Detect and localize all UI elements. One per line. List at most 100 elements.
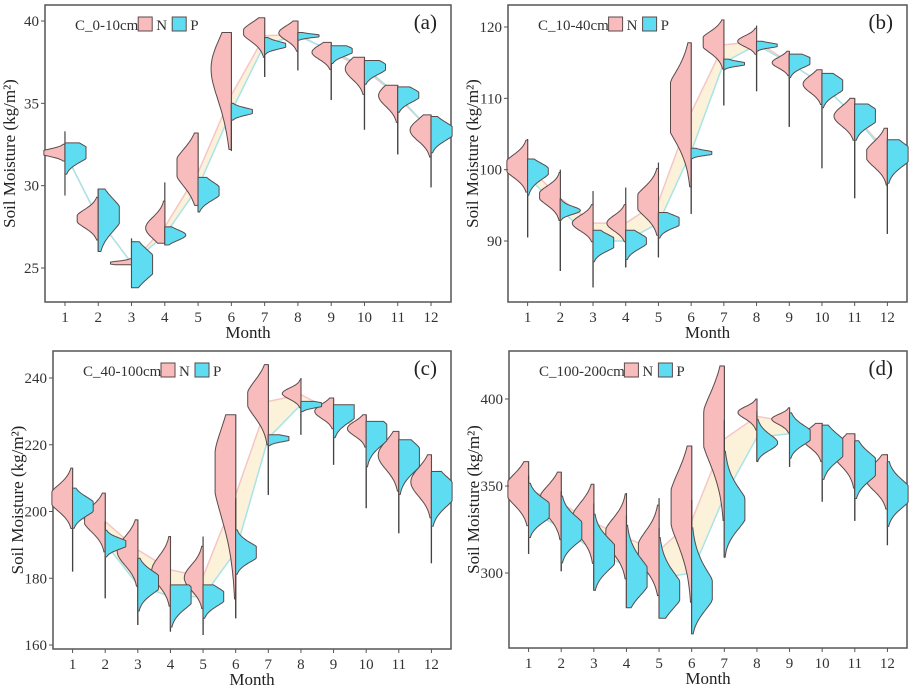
violin-p-month-7	[723, 58, 745, 71]
x-tick-label: 3	[134, 657, 142, 673]
violin-n-month-2	[539, 171, 561, 222]
x-tick-label: 11	[848, 656, 862, 672]
plot-frame	[44, 4, 452, 303]
x-tick-label: 4	[622, 310, 630, 326]
violin-n-month-6	[670, 42, 692, 188]
violin-p-month-7	[264, 36, 287, 55]
legend-label-n: N	[179, 364, 190, 380]
y-axis-title: Soil Moisture (kg/m²)	[0, 79, 19, 228]
violin-p-month-10	[363, 59, 386, 85]
violin-n-month-5	[637, 504, 660, 597]
violin-p-month-11	[397, 86, 420, 113]
violin-p-month-3	[592, 229, 615, 263]
x-tick-label: 4	[167, 657, 175, 673]
legend-swatch-n	[160, 362, 176, 378]
y-tick-label: 25	[24, 261, 39, 277]
violin-n-month-3	[571, 204, 594, 243]
panel-tag: (c)	[414, 356, 437, 380]
violin-n-month-7	[702, 19, 725, 70]
x-tick-label: 11	[391, 310, 405, 326]
y-tick-label: 240	[25, 371, 48, 387]
legend-swatch-p	[657, 362, 673, 378]
violin-n-month-7	[243, 17, 266, 58]
violin-n-month-11	[377, 430, 400, 492]
x-tick-label: 6	[687, 310, 695, 326]
x-tick-label: 9	[327, 310, 335, 326]
y-axis-title: Soil Moisture (kg/m²)	[463, 79, 482, 228]
violin-n-month-8	[281, 379, 302, 409]
violin-n-month-10	[802, 69, 823, 106]
violin-n-month-5	[183, 545, 204, 610]
violin-n-month-4	[145, 200, 166, 244]
x-tick-label: 9	[786, 310, 794, 326]
violin-p-month-8	[297, 31, 320, 41]
violin-n-month-11	[833, 97, 856, 141]
violin-p-month-2	[104, 529, 127, 558]
x-tick-label: 10	[359, 657, 374, 673]
violin-n-month-8	[737, 398, 758, 431]
y-tick-label: 30	[24, 179, 39, 195]
violin-n-month-9	[314, 397, 335, 430]
x-tick-label: 9	[330, 657, 338, 673]
legend-title: C_0-10cm	[75, 18, 139, 34]
x-tick-label: 2	[557, 310, 565, 326]
violin-n-month-12	[410, 454, 432, 519]
violin-p-month-7	[267, 434, 290, 447]
legend-title: C_40-100cm	[83, 364, 162, 380]
y-tick-label: 40	[24, 14, 39, 30]
violin-n-month-10	[344, 56, 365, 95]
y-tick-label: 220	[25, 438, 48, 454]
legend-label-p: P	[190, 18, 198, 34]
legend-label-n: N	[642, 364, 653, 380]
violin-p-month-3	[131, 241, 154, 289]
violin-p-month-2	[560, 495, 583, 564]
violin-n-month-10	[346, 414, 367, 448]
violin-p-month-4	[164, 226, 187, 246]
violin-p-month-4	[169, 584, 192, 628]
x-tick-label: 10	[814, 310, 829, 326]
x-tick-label: 6	[228, 310, 236, 326]
violin-p-month-8	[756, 40, 778, 52]
violin-p-month-10	[821, 424, 844, 480]
violin-p-month-12	[430, 115, 453, 154]
violin-n-month-9	[771, 407, 791, 434]
violin-p-month-12	[886, 461, 909, 527]
y-tick-label: 200	[25, 505, 48, 521]
y-tick-label: 110	[480, 91, 502, 107]
violin-p-month-9	[789, 412, 811, 459]
x-axis-title: Month	[685, 669, 731, 688]
violin-p-month-1	[64, 142, 87, 175]
x-tick-label: 5	[655, 310, 663, 326]
legend-label-n: N	[156, 18, 167, 34]
x-tick-label: 11	[392, 657, 406, 673]
x-tick-label: 4	[161, 310, 169, 326]
x-tick-label: 8	[753, 310, 761, 326]
violin-p-month-4	[625, 524, 648, 609]
y-tick-label: 180	[25, 571, 48, 587]
violin-n-month-12	[409, 114, 432, 158]
x-tick-label: 7	[261, 310, 269, 326]
violin-p-month-11	[398, 439, 420, 496]
x-tick-label: 12	[880, 656, 895, 672]
x-tick-label: 3	[589, 310, 597, 326]
violin-p-month-8	[756, 418, 779, 463]
legend-label-p: P	[661, 18, 669, 34]
x-tick-label: 2	[94, 310, 102, 326]
violin-n-month-2	[76, 196, 99, 241]
y-tick-label: 400	[481, 392, 504, 408]
y-axis-title: Soil Moisture (kg/m²)	[464, 425, 483, 574]
violin-n-month-7	[247, 364, 269, 446]
x-tick-label: 2	[557, 656, 565, 672]
y-tick-label: 120	[480, 20, 503, 36]
violin-p-month-3	[593, 513, 615, 591]
x-tick-label: 3	[590, 656, 598, 672]
x-tick-label: 12	[424, 310, 439, 326]
legend-title: C_10-40cm	[538, 18, 609, 34]
x-tick-label: 1	[61, 310, 69, 326]
legend-swatch-n	[623, 362, 639, 378]
y-tick-label: 300	[481, 566, 504, 582]
